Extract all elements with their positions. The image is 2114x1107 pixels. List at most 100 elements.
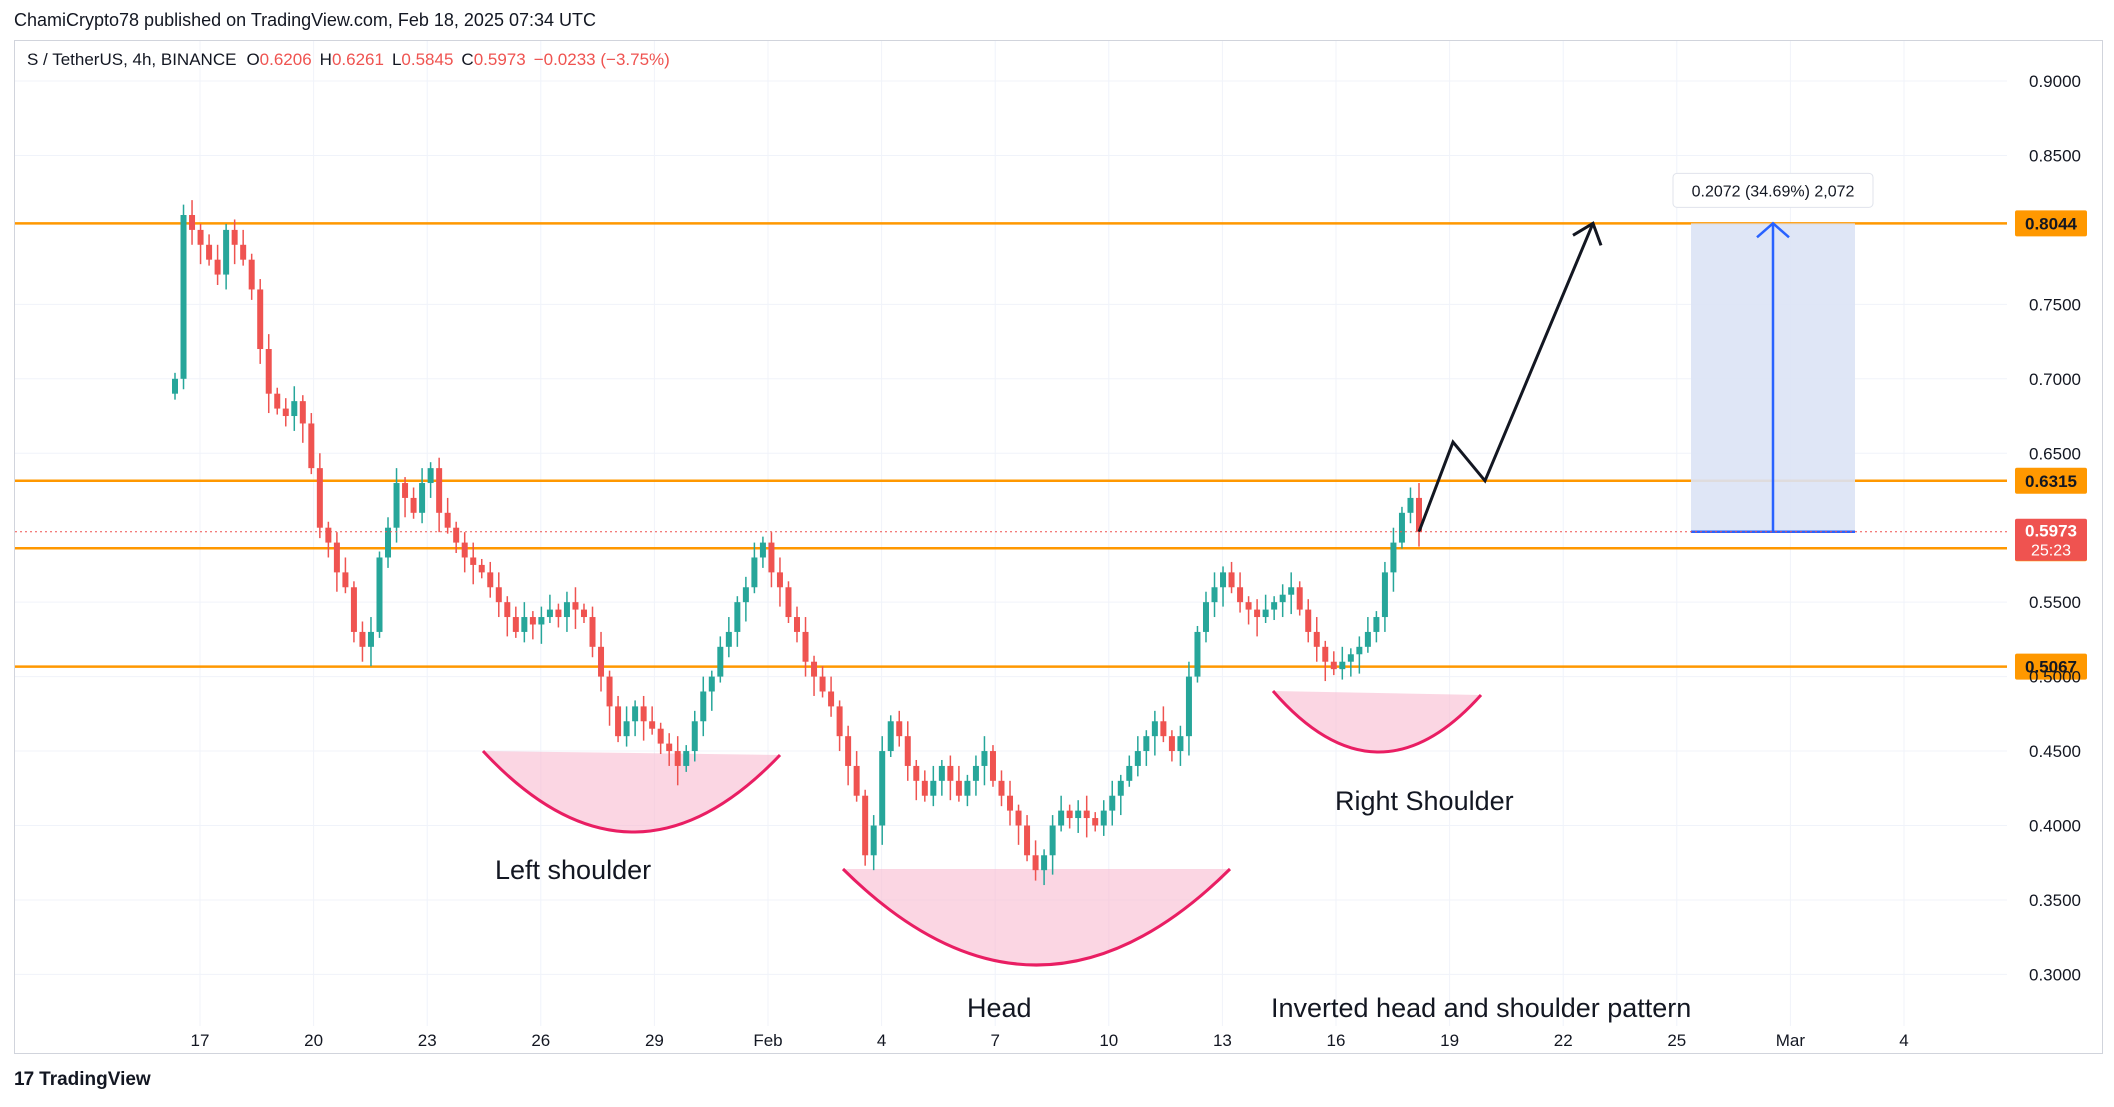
candle-body <box>1220 572 1227 588</box>
candle-body <box>197 229 204 245</box>
candle-body <box>1202 602 1209 632</box>
candle-body <box>972 765 979 781</box>
candle-body <box>1279 594 1286 603</box>
candle-body <box>546 609 553 618</box>
candle <box>1185 661 1192 756</box>
candle-body <box>921 780 928 796</box>
candle-body <box>870 825 877 856</box>
candle <box>802 617 809 677</box>
candle-body <box>794 617 800 632</box>
candle <box>240 229 247 266</box>
candle <box>589 606 596 658</box>
projection-arrow-head-icon <box>1572 221 1603 246</box>
candle-body <box>828 691 835 707</box>
pattern-caption: Inverted head and shoulder pattern <box>1271 993 1691 1023</box>
candle <box>1177 725 1184 766</box>
candle <box>725 617 732 658</box>
candle <box>376 551 383 638</box>
candle-body <box>1041 855 1048 871</box>
candle <box>1049 815 1056 875</box>
candle-body <box>172 378 178 394</box>
candle-body <box>359 631 366 647</box>
candle-body <box>615 706 622 737</box>
candle <box>546 594 553 623</box>
candle-body <box>938 765 945 781</box>
candle <box>350 581 357 643</box>
candle <box>1075 800 1082 833</box>
pattern-drawings <box>481 690 1483 967</box>
candle-body <box>1322 646 1329 662</box>
candle-body <box>240 244 247 260</box>
candle <box>751 542 758 594</box>
x-tick-label: 4 <box>877 1031 886 1050</box>
candle-body <box>555 609 562 618</box>
candle-body <box>453 527 460 543</box>
candle-body <box>521 617 528 632</box>
candle-body <box>606 676 613 707</box>
candle <box>325 521 332 558</box>
candle-body <box>1151 721 1158 737</box>
candle <box>794 606 800 643</box>
candle <box>1092 812 1099 832</box>
x-tick-label: 23 <box>418 1031 437 1050</box>
candle-body <box>325 527 332 543</box>
candle <box>870 815 877 871</box>
candle <box>555 603 562 628</box>
candle-body <box>683 751 690 766</box>
level-price-tag <box>2015 653 2087 680</box>
x-tick-label: 19 <box>1440 1031 1459 1050</box>
candle <box>1347 648 1354 677</box>
candle <box>879 736 886 845</box>
candle-body <box>725 631 732 647</box>
candle <box>342 557 349 594</box>
legend-low: 0.5845 <box>401 50 453 69</box>
candle <box>1007 780 1014 826</box>
candle <box>904 721 911 781</box>
right-shoulder-label: Right Shoulder <box>1335 786 1514 816</box>
candle <box>836 700 843 752</box>
candle-body <box>598 646 605 677</box>
candle <box>1313 617 1320 662</box>
candle-body <box>1168 736 1175 752</box>
candle-body <box>461 542 468 558</box>
candle-body <box>1185 676 1192 737</box>
chart-overlay: 0.2072 (34.69%) 2,072 0.5973 25:23 <box>15 172 2087 561</box>
x-tick-label: 4 <box>1899 1031 1908 1050</box>
candle-body <box>1398 512 1405 543</box>
candle <box>759 536 766 568</box>
x-tick-label: 25 <box>1667 1031 1686 1050</box>
candle <box>1202 591 1209 643</box>
candle-body <box>427 468 434 484</box>
candle <box>453 521 460 554</box>
left-shoulder-arc <box>481 749 782 834</box>
candle <box>223 223 230 290</box>
candle-body <box>257 289 264 350</box>
x-tick-label: 22 <box>1554 1031 1573 1050</box>
legend-open: 0.6206 <box>260 50 312 69</box>
candle <box>580 603 587 623</box>
candle-body <box>265 349 272 394</box>
candle <box>811 655 818 696</box>
candle <box>1109 780 1116 826</box>
x-tick-label: 29 <box>645 1031 664 1050</box>
legend-symbol: S / TetherUS, 4h, BINANCE <box>27 50 236 69</box>
head-label: Head <box>967 993 1032 1023</box>
candle-body <box>819 676 826 692</box>
candle-body <box>734 602 741 632</box>
candle <box>282 398 289 427</box>
tradingview-footer[interactable]: 17 TradingView <box>14 1069 151 1091</box>
candle-body <box>538 617 545 625</box>
candle <box>819 666 826 698</box>
candle-body <box>1032 855 1039 871</box>
candle-body <box>1373 617 1380 632</box>
candle <box>708 670 715 711</box>
x-tick-label: 7 <box>990 1031 999 1050</box>
candle-body <box>223 229 230 275</box>
candle <box>1126 755 1133 787</box>
candle-body <box>402 483 409 498</box>
candle <box>419 468 426 524</box>
level-price-label: 0.5067 <box>2025 658 2077 677</box>
candle-body <box>495 587 502 603</box>
candle-body <box>1390 542 1397 573</box>
